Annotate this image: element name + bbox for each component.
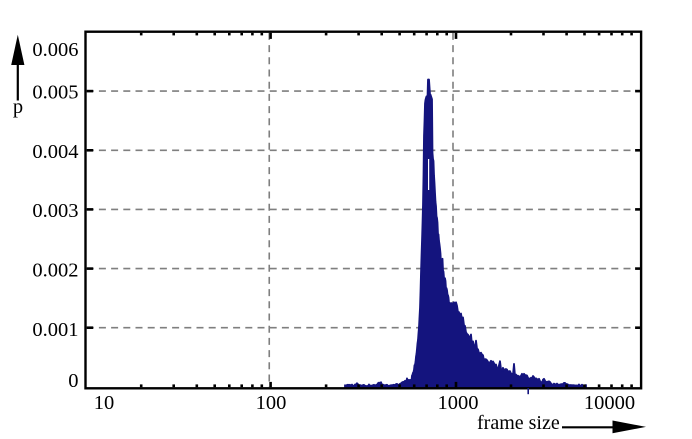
svg-text:p: p [13, 96, 23, 118]
svg-text:0.004: 0.004 [32, 141, 78, 163]
svg-text:frame size: frame size [477, 412, 560, 434]
svg-text:10000: 10000 [584, 392, 635, 414]
svg-text:10: 10 [94, 392, 115, 414]
svg-text:0.006: 0.006 [32, 39, 78, 61]
svg-text:0.001: 0.001 [32, 319, 78, 341]
svg-text:0.005: 0.005 [32, 81, 78, 103]
svg-text:0.003: 0.003 [32, 200, 78, 222]
svg-text:1000: 1000 [438, 392, 479, 414]
svg-text:100: 100 [256, 392, 287, 414]
svg-text:0.002: 0.002 [32, 260, 78, 282]
svg-text:0: 0 [68, 370, 78, 392]
